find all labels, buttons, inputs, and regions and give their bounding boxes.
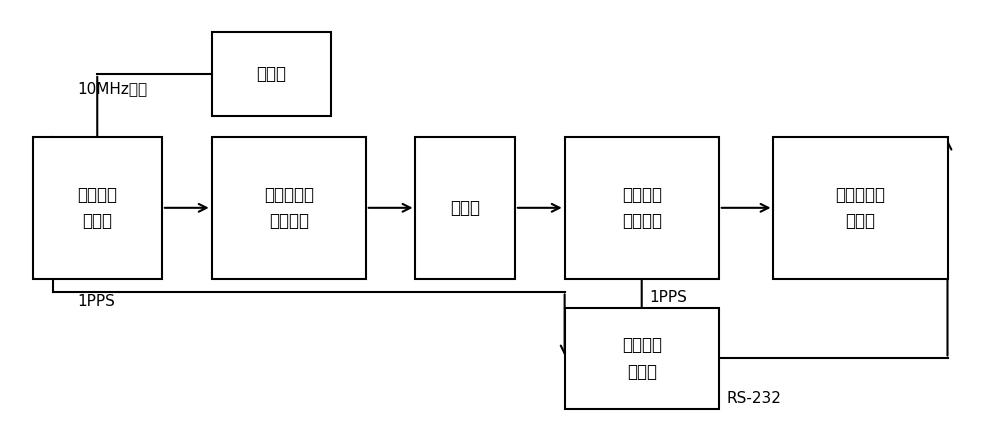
Text: 10MHz频标: 10MHz频标 (77, 81, 147, 96)
Text: 可调衰减器
（可选）: 可调衰减器 （可选） (264, 186, 314, 230)
FancyBboxPatch shape (212, 137, 366, 279)
Text: RS-232: RS-232 (727, 391, 782, 406)
FancyBboxPatch shape (415, 137, 515, 279)
Text: 监控与统计
计算机: 监控与统计 计算机 (835, 186, 885, 230)
Text: 原子钟: 原子钟 (256, 65, 286, 83)
FancyBboxPatch shape (33, 137, 162, 279)
Text: 1PPS: 1PPS (77, 294, 115, 310)
Text: 北斗定位
授时终端: 北斗定位 授时终端 (622, 186, 662, 230)
Text: 低噪放: 低噪放 (450, 199, 480, 217)
FancyBboxPatch shape (565, 137, 719, 279)
Text: 1PPS: 1PPS (649, 290, 687, 305)
FancyBboxPatch shape (212, 32, 331, 116)
Text: 导航信号
模拟器: 导航信号 模拟器 (77, 186, 117, 230)
Text: 时间间隔
计数器: 时间间隔 计数器 (622, 336, 662, 381)
FancyBboxPatch shape (773, 137, 948, 279)
FancyBboxPatch shape (565, 308, 719, 409)
